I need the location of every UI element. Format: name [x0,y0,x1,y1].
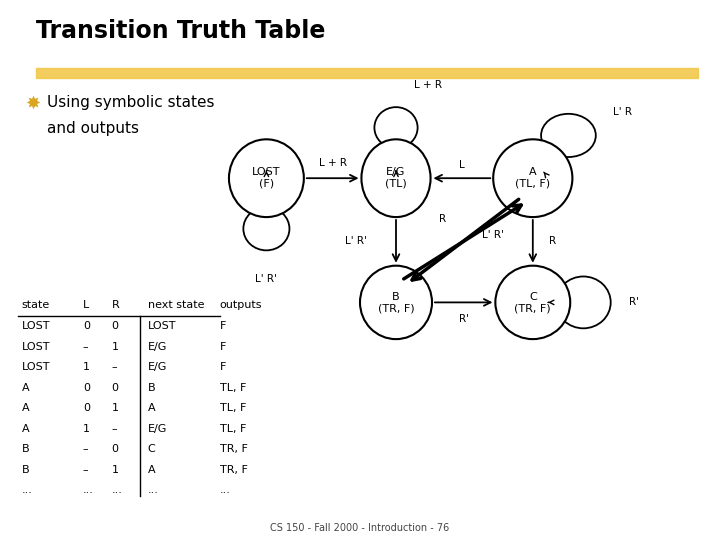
Text: 1: 1 [112,342,119,352]
Text: A: A [22,424,30,434]
Text: F: F [220,362,226,372]
Text: state: state [22,300,50,310]
Text: R': R' [629,298,639,307]
Ellipse shape [243,207,289,251]
Text: 0: 0 [112,383,119,393]
Text: 0: 0 [112,444,119,454]
Text: 0: 0 [112,321,119,331]
Text: E/G: E/G [148,342,167,352]
Text: LOST: LOST [22,321,50,331]
Text: R': R' [459,314,469,323]
Text: Using symbolic states: Using symbolic states [47,94,215,110]
Text: L: L [459,160,464,170]
Text: L' R': L' R' [346,237,367,246]
Text: LOST: LOST [22,342,50,352]
Ellipse shape [360,266,432,339]
Text: L' R: L' R [613,107,631,117]
Ellipse shape [493,139,572,217]
Text: ✸: ✸ [25,94,40,112]
Polygon shape [36,68,698,78]
Text: –: – [112,424,117,434]
Text: E/G
(TL): E/G (TL) [385,167,407,189]
Ellipse shape [495,266,570,339]
Text: B
(TR, F): B (TR, F) [378,292,414,313]
Text: TR, F: TR, F [220,444,248,454]
Text: ...: ... [83,485,94,495]
Text: ...: ... [220,485,230,495]
Text: E/G: E/G [148,424,167,434]
Text: ...: ... [112,485,122,495]
Text: L + R: L + R [415,80,442,90]
Text: –: – [83,342,89,352]
Ellipse shape [556,276,611,328]
Text: outputs: outputs [220,300,262,310]
Text: TL, F: TL, F [220,403,246,413]
Text: next state: next state [148,300,204,310]
Text: L' R': L' R' [482,230,504,240]
Text: TL, F: TL, F [220,383,246,393]
Text: –: – [83,444,89,454]
Text: ...: ... [22,485,32,495]
Text: R: R [549,237,557,246]
Text: 0: 0 [83,321,90,331]
Text: TL, F: TL, F [220,424,246,434]
Text: ...: ... [148,485,158,495]
Text: A: A [148,403,156,413]
Text: C
(TR, F): C (TR, F) [515,292,551,313]
Ellipse shape [374,107,418,148]
Text: 1: 1 [83,362,90,372]
Text: B: B [22,444,30,454]
Text: 1: 1 [112,403,119,413]
Text: Transition Truth Table: Transition Truth Table [36,19,325,43]
Text: and outputs: and outputs [47,122,139,137]
Text: L + R: L + R [319,158,346,168]
Text: B: B [22,465,30,475]
Text: A: A [22,403,30,413]
Text: C: C [148,444,156,454]
Text: R: R [112,300,120,310]
Text: F: F [220,321,226,331]
Text: L: L [83,300,89,310]
Text: R: R [439,214,446,224]
Text: –: – [112,362,117,372]
Ellipse shape [361,139,431,217]
Text: TR, F: TR, F [220,465,248,475]
Text: 1: 1 [83,424,90,434]
Ellipse shape [229,139,304,217]
Text: A
(TL, F): A (TL, F) [516,167,550,189]
Text: A: A [148,465,156,475]
Text: LOST: LOST [22,362,50,372]
Text: CS 150 - Fall 2000 - Introduction - 76: CS 150 - Fall 2000 - Introduction - 76 [271,523,449,533]
Text: A: A [22,383,30,393]
Text: B: B [148,383,156,393]
Text: LOST: LOST [148,321,176,331]
Text: 0: 0 [83,383,90,393]
Text: L' R': L' R' [256,274,277,284]
Text: 1: 1 [112,465,119,475]
Text: E/G: E/G [148,362,167,372]
Text: F: F [220,342,226,352]
Ellipse shape [541,114,596,157]
Text: –: – [83,465,89,475]
Text: 0: 0 [83,403,90,413]
Text: LOST
(F): LOST (F) [252,167,281,189]
